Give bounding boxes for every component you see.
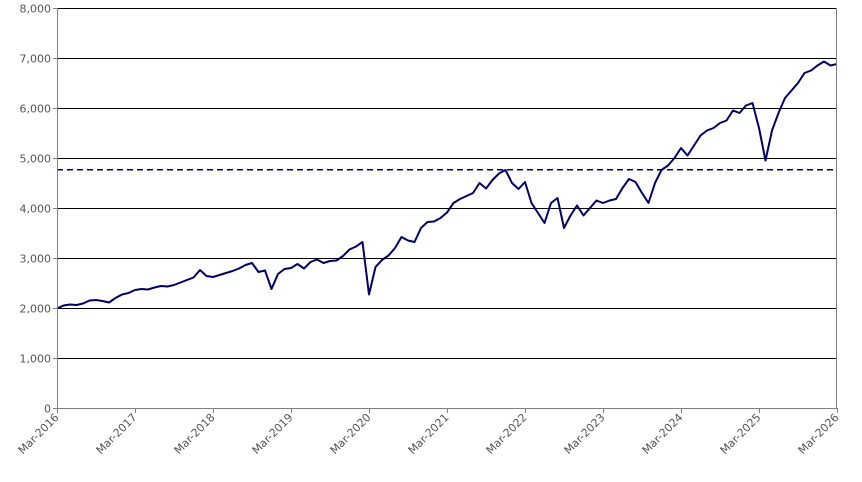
x-tick-label: Mar-2020 [328,411,374,457]
x-tick-label: Mar-2024 [640,411,686,457]
x-tick-label: Mar-2017 [94,411,140,457]
axes [53,8,838,413]
y-tick-label: 5,000 [20,153,52,166]
y-tick-label: 3,000 [20,253,52,266]
x-tick-label: Mar-2022 [484,411,530,457]
x-tick-labels: Mar-2016 Mar-2017 Mar-2018 Mar-2019 Mar-2020… [16,411,842,457]
series-layer [56,60,838,310]
y-tick-label: 6,000 [20,103,52,116]
x-tick-label: Mar-2023 [562,411,608,457]
y-tick-label: 4,000 [20,203,52,216]
x-tick-label: Mar-2021 [406,411,452,457]
x-tick-label: Mar-2016 [16,411,62,457]
x-tick-label: Mar-2019 [250,411,296,457]
y-tick-label: 2,000 [20,303,52,316]
y-tick-label: 7,000 [20,53,52,66]
x-tick-label: Mar-2026 [796,411,842,457]
series-line-0 [56,60,838,310]
y-tick-label: 1,000 [20,353,52,366]
grid-lines [57,8,837,359]
x-tick-label: Mar-2018 [172,411,218,457]
y-tick-labels: 0 1,000 2,000 3,000 4,000 5,000 6,000 7,000 8,00… [20,3,52,416]
y-tick-label: 0 [44,403,51,416]
y-tick-label: 8,000 [20,3,52,16]
x-tick-label: Mar-2025 [718,411,764,457]
